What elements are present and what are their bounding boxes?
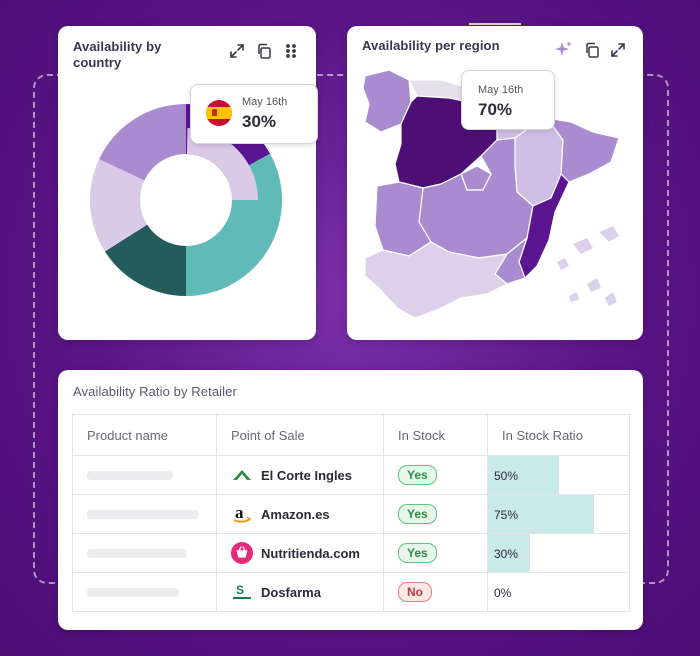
column-header-in-stock[interactable]: In Stock — [383, 414, 488, 456]
map-region-catalonia — [545, 117, 620, 183]
table-row[interactable]: Nutritienda.com Yes 30% — [72, 533, 630, 573]
ratio-value: 50% — [494, 468, 519, 483]
table-row[interactable]: S Dosfarma No 0% — [72, 572, 630, 612]
spain-flag-icon — [206, 100, 232, 126]
donut-slice-2[interactable] — [104, 224, 186, 296]
availability-per-region-card: Availability per region — [347, 23, 643, 340]
point-of-sale-name: Dosfarma — [261, 584, 321, 600]
map-region-balearic-3 — [557, 258, 569, 270]
donut-slice-4[interactable] — [99, 104, 186, 181]
ratio-value: 75% — [494, 507, 519, 522]
in-stock-badge: Yes — [398, 465, 437, 485]
ratio-value: 30% — [494, 546, 519, 561]
amazon-logo: a — [231, 503, 253, 525]
map-region-balearic-2 — [599, 226, 619, 242]
el-corte-ingles-logo — [231, 464, 253, 486]
table-header-row: Product name Point of Sale In Stock In S… — [72, 414, 630, 456]
column-header-in-stock-ratio[interactable]: In Stock Ratio — [487, 414, 630, 456]
column-header-point-of-sale[interactable]: Point of Sale — [216, 414, 384, 456]
nutritienda-logo — [231, 542, 253, 564]
card-title: Availability per region — [362, 38, 500, 53]
country-tooltip: May 16th 30% — [190, 84, 318, 144]
ratio-bar — [488, 495, 594, 533]
in-stock-badge: Yes — [398, 543, 437, 563]
product-name-placeholder — [87, 587, 179, 597]
tooltip-date: May 16th — [242, 96, 288, 108]
card-title: Availability by country — [73, 39, 162, 70]
point-of-sale-name: Nutritienda.com — [261, 545, 360, 561]
expand-icon[interactable] — [228, 42, 246, 60]
retailer-table: Product name Point of Sale In Stock In S… — [72, 414, 630, 612]
sparkle-icon[interactable] — [555, 40, 573, 58]
point-of-sale-name: El Corte Ingles — [261, 467, 353, 483]
map-region-balearic-5 — [569, 292, 579, 302]
availability-ratio-by-retailer-card: Availability Ratio by Retailer Product n… — [58, 370, 643, 630]
ratio-value: 0% — [494, 585, 512, 600]
map-region-andalucia — [364, 241, 509, 319]
product-name-placeholder — [87, 548, 187, 558]
map-region-balearic-1 — [573, 238, 593, 254]
svg-text:a: a — [235, 503, 244, 522]
map-region-galicia — [362, 69, 412, 133]
copy-icon[interactable] — [255, 42, 273, 60]
donut-slice-3[interactable] — [89, 159, 148, 252]
in-stock-badge: No — [398, 582, 432, 602]
dosfarma-logo: S — [231, 581, 253, 603]
point-of-sale-name: Amazon.es — [261, 506, 330, 522]
tooltip-value: 70% — [478, 100, 513, 119]
table-row[interactable]: El Corte Ingles Yes 50% — [72, 455, 630, 495]
card-title: Availability Ratio by Retailer — [73, 384, 237, 399]
in-stock-badge: Yes — [398, 504, 437, 524]
region-tooltip: May 16th 70% — [461, 70, 555, 130]
availability-by-country-card: Availability by country May 16th 30% — [58, 26, 318, 340]
expand-icon[interactable] — [609, 41, 627, 59]
donut-highlight-slice[interactable] — [186, 128, 258, 200]
ratio-bar — [488, 534, 531, 572]
donut-slice-1[interactable] — [186, 153, 282, 296]
svg-text:S: S — [236, 583, 244, 597]
spain-region-map — [362, 69, 620, 319]
product-name-placeholder — [87, 509, 199, 519]
drag-dots-icon[interactable] — [282, 42, 300, 60]
column-header-product-name[interactable]: Product name — [72, 414, 217, 456]
map-region-balearic-4 — [587, 278, 601, 292]
copy-icon[interactable] — [583, 41, 601, 59]
retailer-table-wrapper: Product name Point of Sale In Stock In S… — [72, 414, 630, 612]
ratio-bar — [488, 456, 559, 494]
product-name-placeholder — [87, 470, 173, 480]
map-region-balearic-6 — [605, 292, 617, 306]
availability-donut-chart — [89, 104, 282, 296]
drag-handle[interactable] — [469, 23, 521, 25]
tooltip-date: May 16th — [478, 84, 524, 96]
tooltip-value: 30% — [242, 112, 277, 131]
table-row[interactable]: a Amazon.es Yes 75% — [72, 494, 630, 534]
